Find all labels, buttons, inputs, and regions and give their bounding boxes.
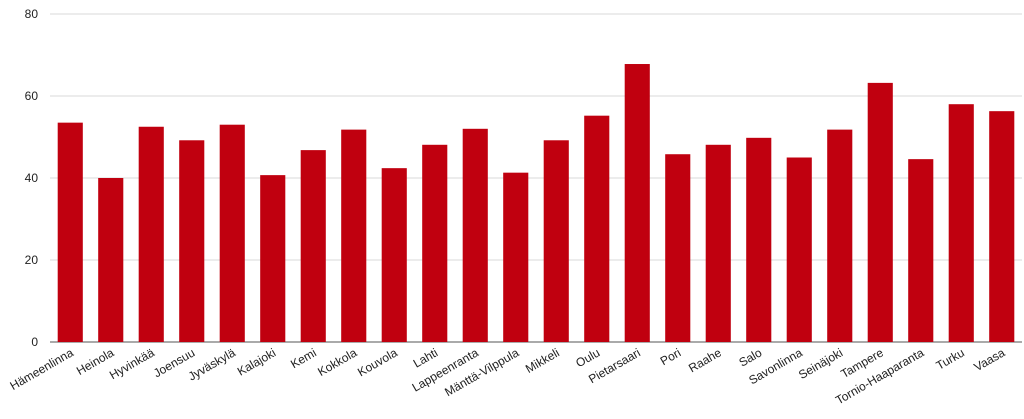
bar [381,168,407,342]
x-tick-label: Seinäjoki [796,345,845,381]
y-tick-label: 40 [25,171,39,185]
bar [746,137,772,342]
bar [867,82,893,342]
x-tick-label: Kemi [288,345,319,371]
bar [179,140,205,342]
bar [422,144,448,342]
x-tick-label: Pori [658,345,683,368]
y-tick-label: 20 [25,253,39,267]
x-tick-label: Mikkeli [523,345,562,375]
bar [786,157,812,342]
y-axis-ticks: 0 20 40 60 80 [25,7,39,349]
x-tick-label: Kokkola [315,345,359,379]
x-tick-label: Kalajoki [235,345,278,378]
bars [57,64,1015,343]
bar [624,64,650,343]
bar [584,115,610,343]
bar [908,159,934,342]
bar [665,154,691,342]
y-tick-label: 60 [25,89,39,103]
bar [138,126,164,342]
bar [219,124,245,342]
x-tick-label: Kouvola [355,345,400,379]
x-tick-label: Hämeenlinna [8,345,77,393]
bar [543,140,569,342]
x-tick-label: Turku [934,345,967,372]
x-tick-label: Jyväskylä [186,345,238,383]
y-tick-label: 0 [31,335,38,349]
bar [300,150,326,342]
bar [827,129,853,342]
bar [705,144,731,342]
x-tick-label: Hyvinkää [107,345,157,382]
bar [462,128,488,342]
x-tick-label: Raahe [686,345,724,375]
bar [260,175,286,342]
bar [341,129,367,342]
bar [57,122,83,343]
bar [948,104,974,342]
gridlines [50,13,1022,343]
x-axis-labels: HämeenlinnaHeinolaHyvinkääJoensuuJyväsky… [8,345,1008,407]
bar [98,178,124,342]
bar [989,111,1015,342]
bar [503,172,529,342]
x-tick-label: Vaasa [972,345,1008,374]
y-tick-label: 80 [25,7,39,21]
